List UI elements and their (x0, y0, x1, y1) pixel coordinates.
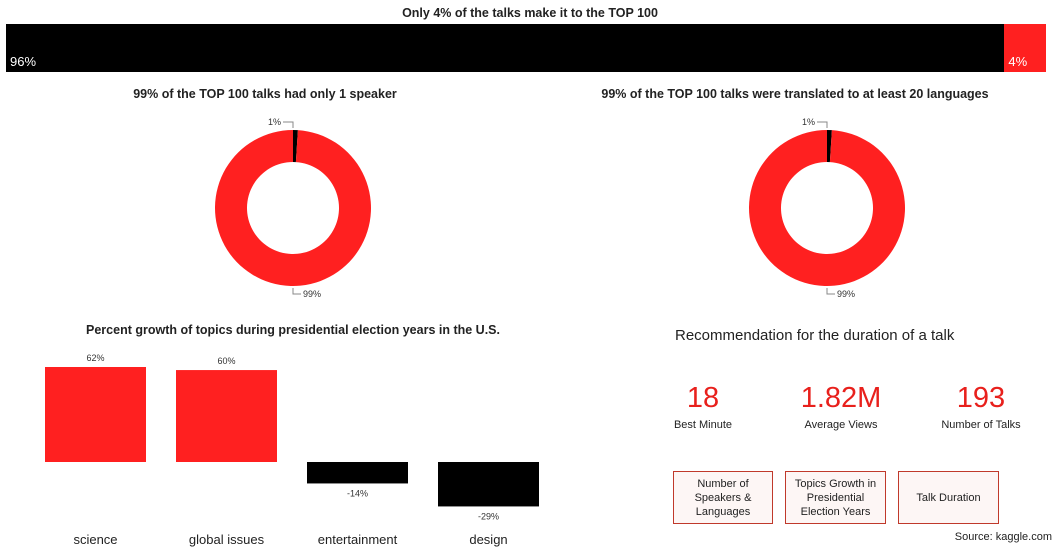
growth-bar-chart: 62% science 60% global issues -14% entertainm… (45, 353, 539, 547)
speakers-donut-slice-99pct[interactable] (214, 130, 371, 286)
speakers-languages-page-button[interactable]: Number of Speakers & Languages (673, 471, 773, 524)
other-talks-label: 96% (10, 54, 37, 69)
speakers-donut-leader-big (292, 288, 301, 295)
source-note: Source: kaggle.com (954, 531, 1052, 543)
speakers-donut-leader-small (283, 121, 294, 128)
kpi-best-minute-value: 18 (686, 382, 720, 414)
top100-share-bar: 96% 4% (6, 24, 1046, 72)
growth-value-label-global-issues: 60% (217, 356, 235, 366)
growth-category-label-global-issues: global issues (189, 532, 265, 547)
kpi-best-minute-label: Best Minute (673, 419, 733, 431)
speakers-donut-slice-1pct[interactable] (293, 130, 298, 163)
speakers-donut-label-small: 1% (268, 117, 281, 127)
growth-category-label-science: science (73, 532, 117, 547)
speakers-donut-chart: 1% 99% (208, 113, 378, 299)
languages-donut-label-small: 1% (802, 117, 815, 127)
kpi-number-of-talks-value: 193 (956, 382, 1006, 414)
kpi-average-views-value: 1.82M (800, 382, 882, 414)
speakers-donut-title: 99% of the TOP 100 talks had only 1 spea… (133, 87, 397, 101)
recommendation-title: Recommendation for the duration of a tal… (675, 327, 955, 344)
top100-label: 4% (1008, 54, 1028, 69)
kpi-average-views-label: Average Views (804, 419, 878, 431)
growth-bar-entertainment[interactable] (307, 462, 408, 484)
kpi-average-views: 1.82M Average Views (766, 381, 916, 431)
languages-donut-slice-1pct[interactable] (827, 130, 832, 163)
growth-chart-title: Percent growth of topics during presiden… (86, 323, 500, 337)
growth-category-label-entertainment: entertainment (318, 532, 398, 547)
languages-donut-leader-small (817, 121, 828, 128)
growth-value-label-entertainment: -14% (347, 488, 368, 498)
kpi-number-of-talks: 193 Number of Talks (906, 381, 1056, 431)
languages-donut-leader-big (826, 288, 835, 295)
growth-value-label-science: 62% (86, 353, 104, 363)
languages-donut-slice-99pct[interactable] (749, 130, 905, 286)
languages-donut-chart: 1% 99% (742, 113, 912, 299)
kpi-number-of-talks-label: Number of Talks (941, 419, 1021, 431)
growth-bar-science[interactable] (45, 367, 146, 462)
kpi-best-minute: 18 Best Minute (628, 381, 778, 431)
languages-donut-label-big: 99% (837, 289, 855, 299)
top-chart-title: Only 4% of the talks make it to the TOP … (402, 6, 658, 20)
growth-category-label-design: design (469, 532, 507, 547)
growth-bar-design[interactable] (438, 462, 539, 507)
languages-donut-title: 99% of the TOP 100 talks were translated… (601, 87, 989, 101)
other-talks-segment[interactable]: 96% (6, 24, 1005, 72)
growth-bar-global-issues[interactable] (176, 370, 277, 462)
top100-segment[interactable]: 4% (1004, 24, 1046, 72)
growth-value-label-design: -29% (478, 511, 499, 521)
speakers-donut-label-big: 99% (303, 289, 321, 299)
topics-growth-page-button[interactable]: Topics Growth in Presidential Election Y… (785, 471, 886, 524)
talk-duration-page-button[interactable]: Talk Duration (898, 471, 999, 524)
